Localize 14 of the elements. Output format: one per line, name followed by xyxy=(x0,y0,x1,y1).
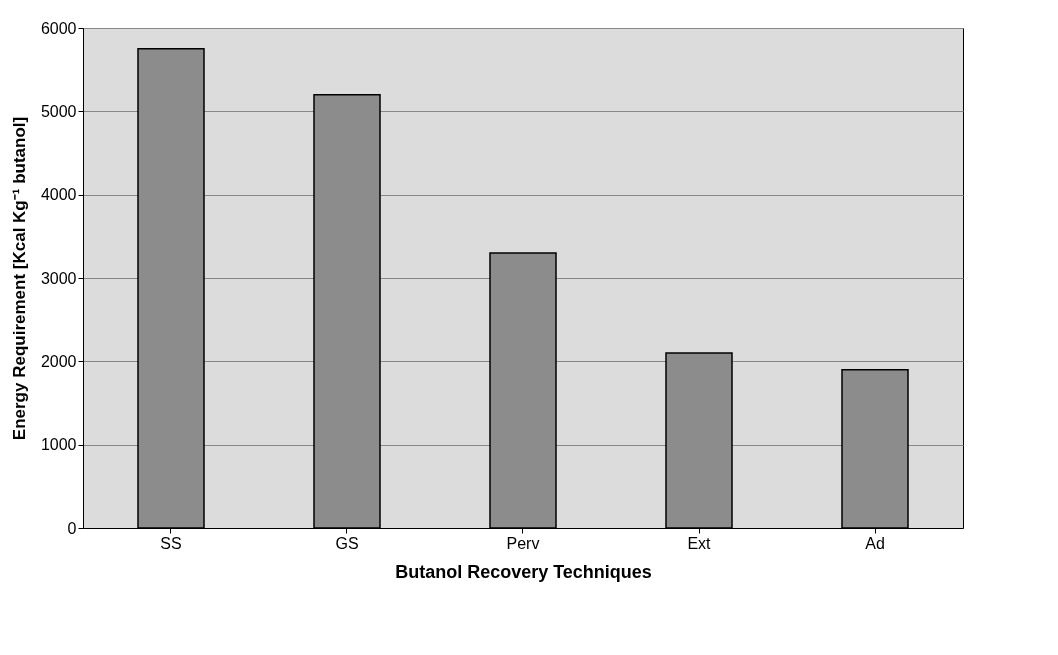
y-tick-label: 4000 xyxy=(40,186,77,204)
y-tick-label: 2000 xyxy=(40,352,77,370)
y-tick-label: 6000 xyxy=(40,19,77,37)
x-tick-label: Ext xyxy=(687,534,712,552)
x-tick-label: Perv xyxy=(506,534,540,552)
y-tick-label: 1000 xyxy=(40,436,77,454)
y-axis-title: Energy Requirement [Kcal Kg⁻¹ butanol] xyxy=(9,116,29,441)
x-tick-label: SS xyxy=(160,534,182,552)
x-axis-title: Butanol Recovery Techniques xyxy=(395,561,652,582)
y-tick-label: 3000 xyxy=(40,269,77,287)
y-tick-label: 5000 xyxy=(40,102,77,120)
x-tick-label: Ad xyxy=(865,534,885,552)
x-tick-label: GS xyxy=(335,534,359,552)
y-tick-label: 0 xyxy=(67,519,77,537)
